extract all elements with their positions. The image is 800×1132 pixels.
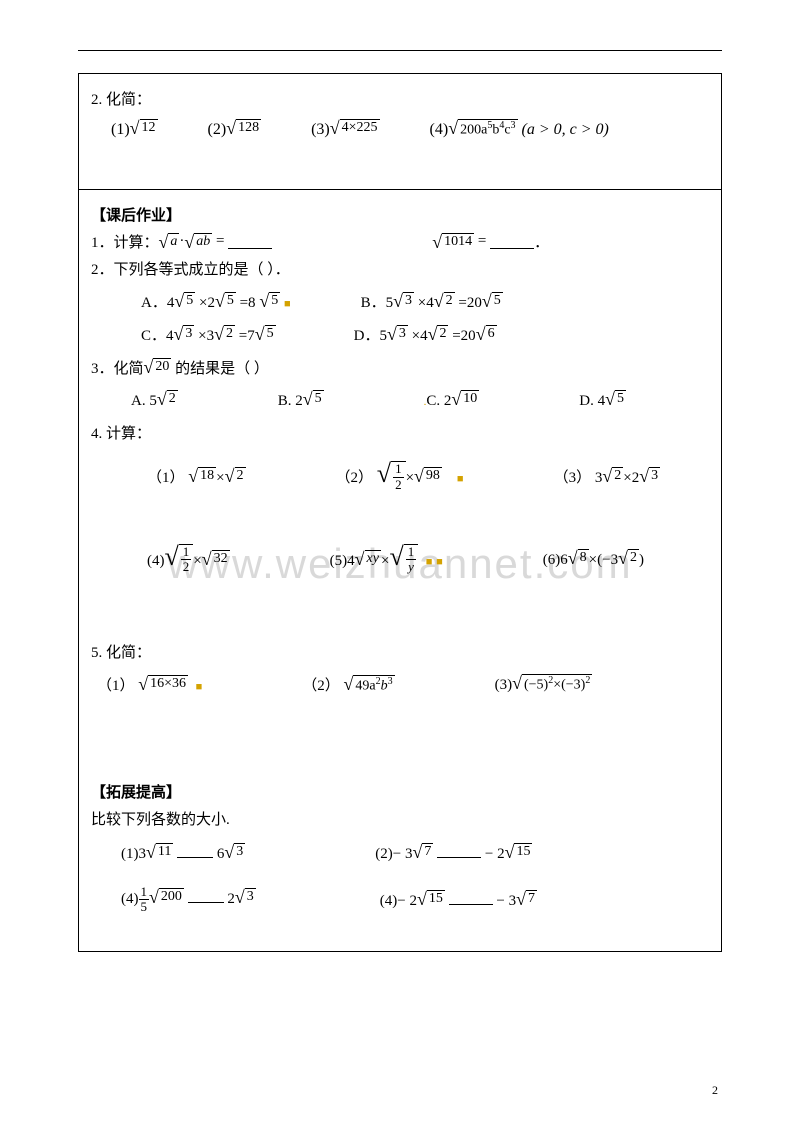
q3: 3．化简√20 的结果是（ ） — [91, 357, 709, 378]
condition: (a > 0, c > 0) — [522, 121, 609, 138]
o3a: A. 5√2 — [131, 390, 178, 410]
p41: （1） √18×√2 — [147, 466, 246, 487]
opt-d: D．5√3 ×4√2 =20√6 — [354, 324, 497, 345]
opt-b: B．5√3 ×4√2 =20√5 — [361, 291, 503, 312]
p53: (3)√(−5)2×(−3)2 — [495, 674, 593, 694]
e3: (4)15√200 2√3 — [121, 885, 256, 915]
p44: (4)√12×√32 — [147, 544, 230, 575]
p43: （3） 3√2×2√3 — [554, 466, 661, 487]
opt-a: A．4√5 ×2√5 =8 √5 ■ — [141, 291, 291, 312]
p46: (6)6√8×(−3√2) — [543, 549, 644, 569]
item-1: (1)√12 — [111, 119, 158, 139]
q2: 2．下列各等式成立的是（ ）． — [91, 258, 709, 279]
item-4: (4)√200a5b4c3 (a > 0, c > 0) — [430, 119, 609, 139]
q1-sqrt-1014: √1014 — [432, 233, 474, 251]
q5: 5. 化简： — [91, 641, 709, 662]
homework-section: 【课后作业】 1．计算： √a · √ab = √1014 = ． 2．下列各等… — [78, 190, 722, 951]
q4: 4. 计算： — [91, 422, 709, 443]
p45: (5)4√xy×√1y ■ ■ — [330, 544, 443, 575]
q1-blank-2 — [490, 235, 534, 249]
e1: (1)3√11 6√3 — [121, 843, 245, 863]
page-number: 2 — [712, 1083, 718, 1098]
q1-blank-1 — [228, 235, 272, 249]
ext-sub: 比较下列各数的大小. — [91, 808, 709, 829]
q1-sqrt-a: √a — [159, 233, 180, 251]
q1-label: 1．计算： — [91, 231, 159, 252]
item-2: (2)√128 — [208, 119, 262, 139]
o3b: B. 2√5 — [278, 390, 324, 410]
top-rule — [78, 50, 722, 51]
o3d: D. 4√5 — [579, 390, 626, 410]
p42: （2） √12×√98 ■ — [336, 461, 464, 492]
opt-c: C．4√3 ×3√2 =7√5 — [141, 324, 276, 345]
simplify-title: 2. 化简： — [91, 88, 709, 109]
e2: (2)− 3√7 − 2√15 — [375, 843, 532, 863]
e4: (4)− 2√15 − 3√7 — [380, 890, 537, 910]
homework-heading: 【课后作业】 — [91, 204, 709, 225]
o3c: .C. 2√10 — [424, 390, 480, 410]
ext-heading: 【拓展提高】 — [91, 781, 709, 802]
p51: （1） √16×36 ■ — [97, 674, 202, 695]
simplify-section: 2. 化简： (1)√12 (2)√128 (3)√4×225 (4)√200a… — [78, 73, 722, 190]
item-3: (3)√4×225 — [311, 119, 379, 139]
q1-sqrt-ab: √ab — [184, 233, 212, 251]
p52: （2） √49a2b3 — [302, 674, 394, 695]
